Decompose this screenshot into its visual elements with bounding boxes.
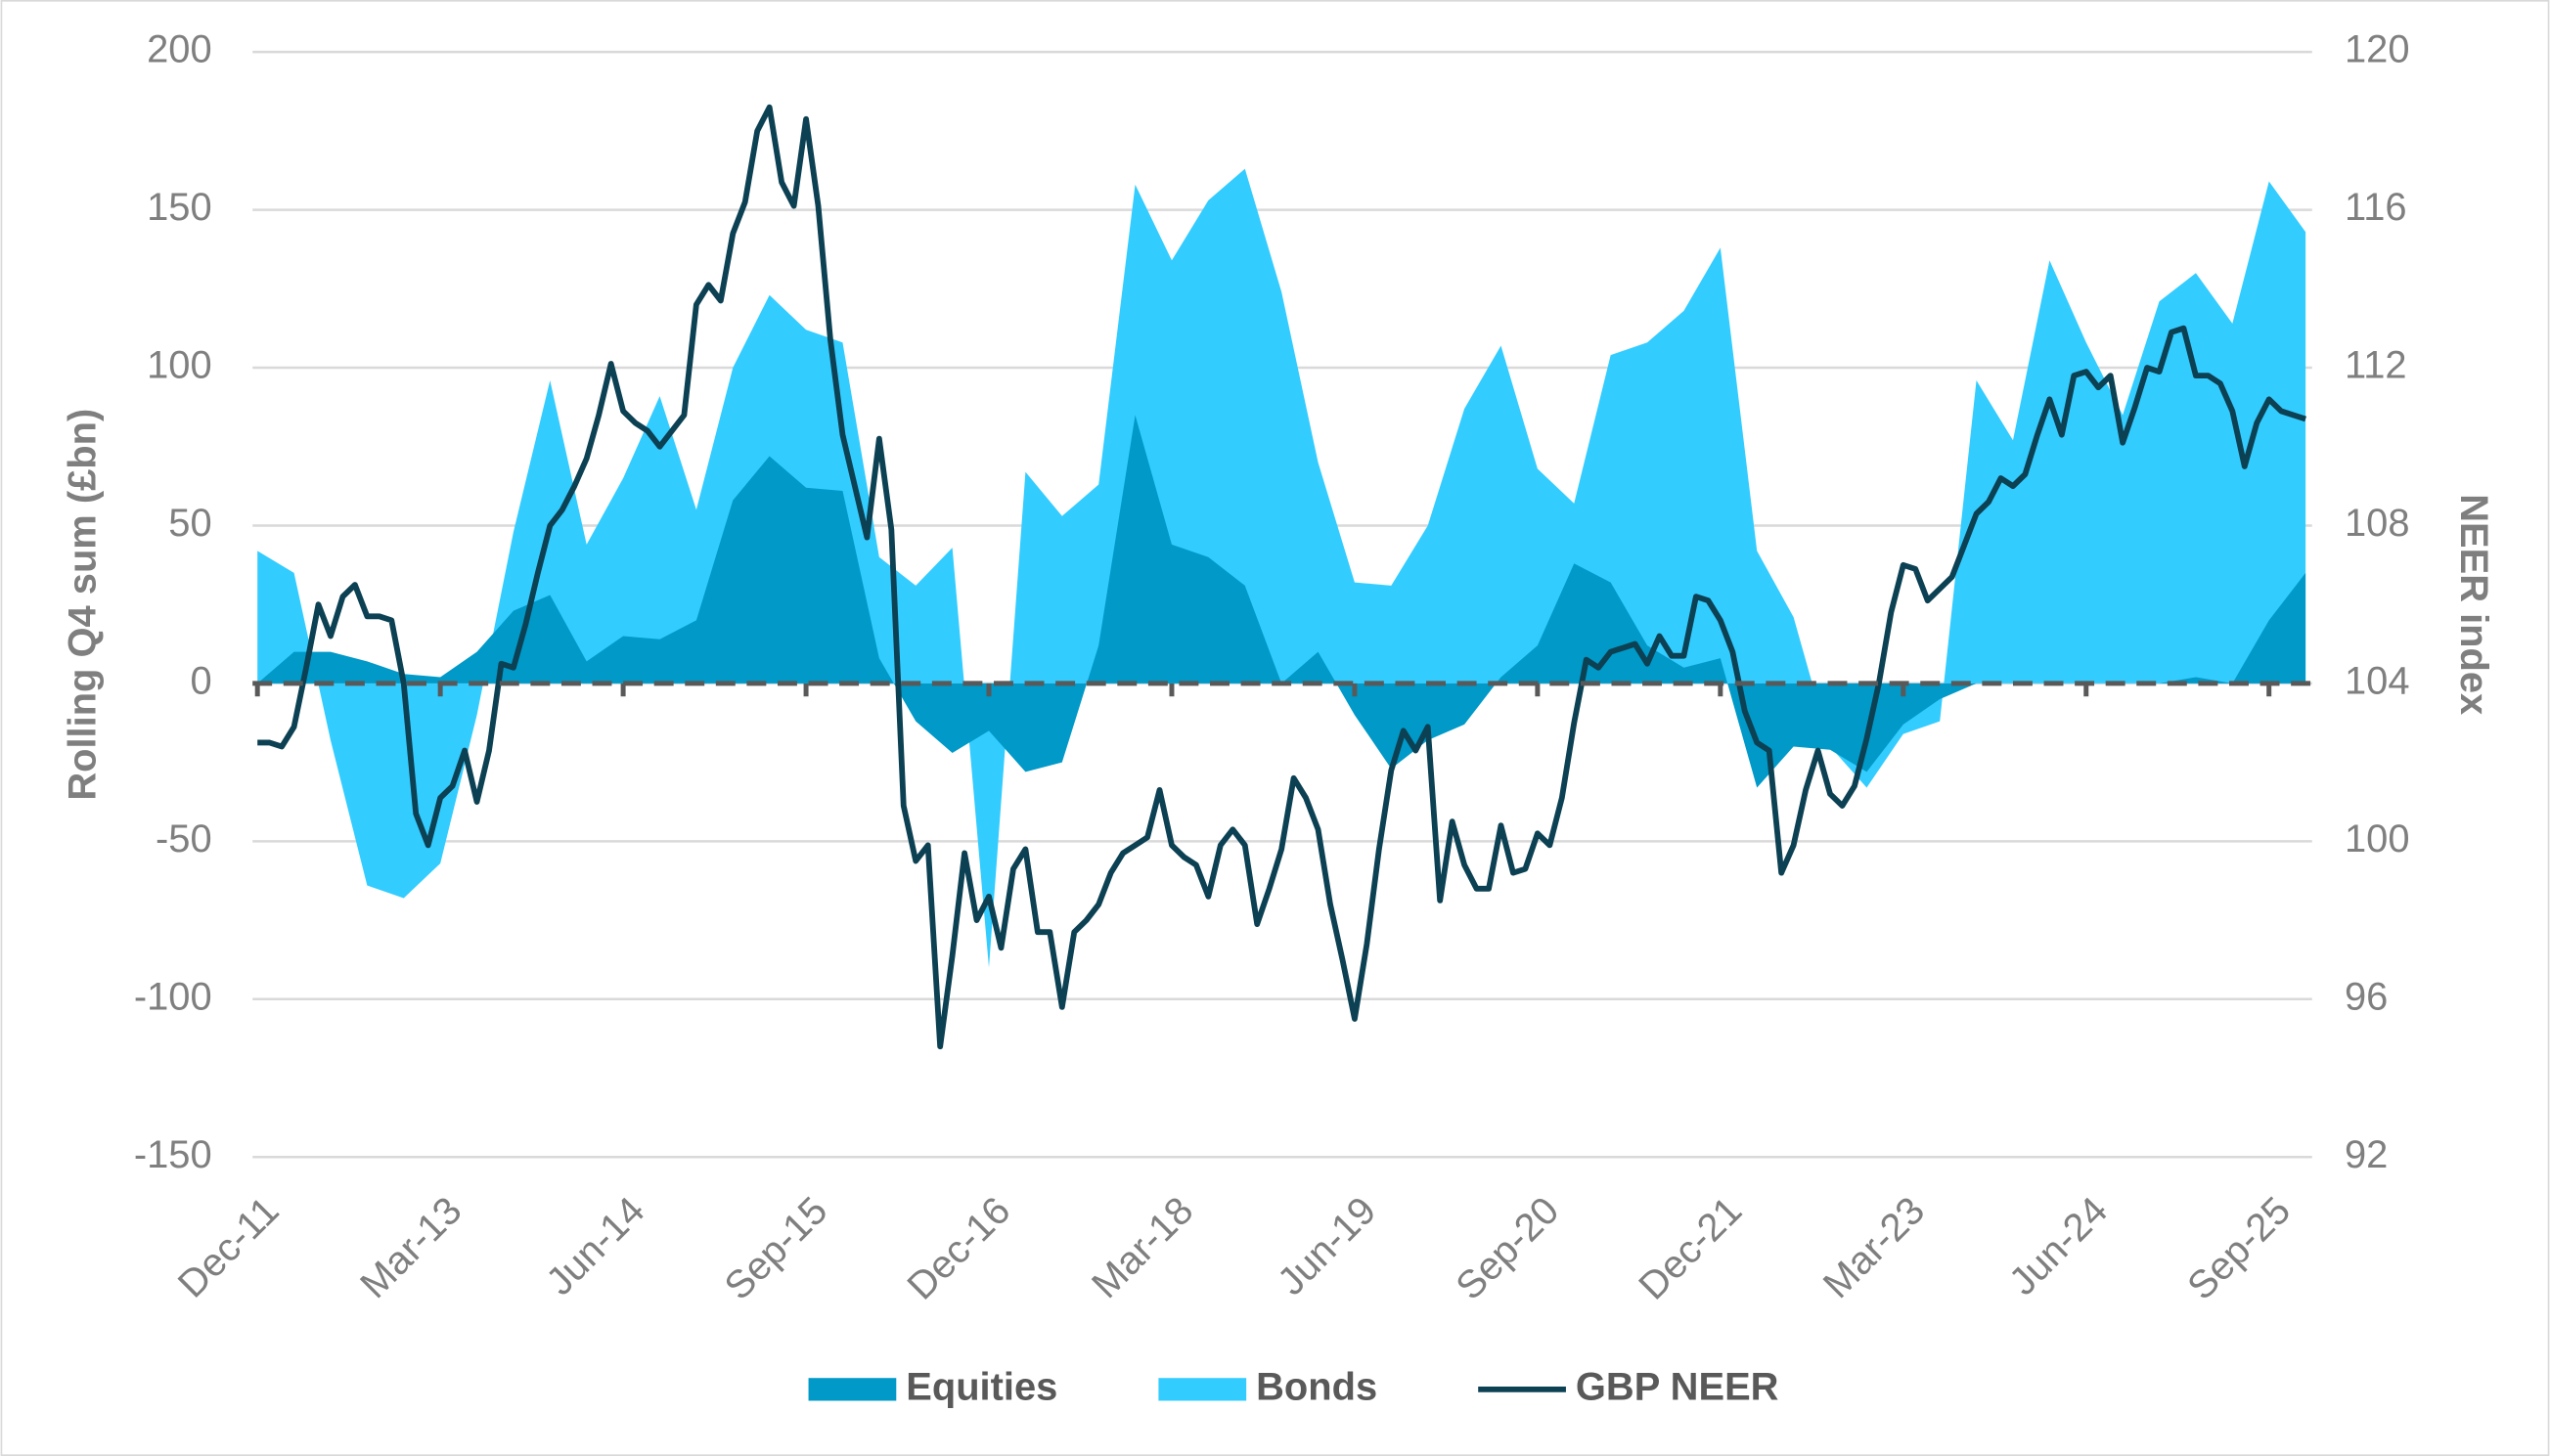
y2-tick-label: 104 — [2345, 659, 2410, 702]
area — [257, 415, 2306, 788]
y2-tick-label: 100 — [2345, 817, 2410, 860]
y2-tick-label: 96 — [2345, 975, 2388, 1018]
y2-tick-label: 116 — [2345, 186, 2407, 229]
legend: Equities Bonds GBP NEER — [808, 1365, 1779, 1408]
area — [257, 168, 2306, 968]
y-tick-label: 100 — [147, 344, 212, 387]
y-tick-label: 150 — [147, 186, 212, 229]
legend-swatch — [1158, 1378, 1247, 1401]
y2-tick-label: 108 — [2345, 502, 2410, 545]
y-tick-label: 200 — [147, 28, 212, 71]
y-tick-label: -150 — [134, 1133, 212, 1176]
legend-label: Bonds — [1256, 1365, 1377, 1408]
y-tick-label: -100 — [134, 975, 212, 1018]
plot — [257, 104, 2306, 1050]
y-tick-label: 50 — [168, 502, 211, 545]
y-axis-title: Rolling Q4 sum (£bn) — [62, 409, 105, 801]
line — [257, 104, 2306, 1050]
legend-label: Equities — [906, 1365, 1057, 1408]
y2-axis-title: NEER index — [2452, 494, 2495, 715]
y2-tick-label: 120 — [2345, 28, 2410, 71]
y2-tick-label: 112 — [2345, 344, 2407, 387]
legend-swatch — [808, 1378, 897, 1401]
y2-tick-label: 92 — [2345, 1133, 2388, 1176]
y-tick-label: -50 — [156, 817, 212, 860]
legend-label: GBP NEER — [1576, 1365, 1779, 1408]
y-tick-label: 0 — [190, 659, 211, 702]
